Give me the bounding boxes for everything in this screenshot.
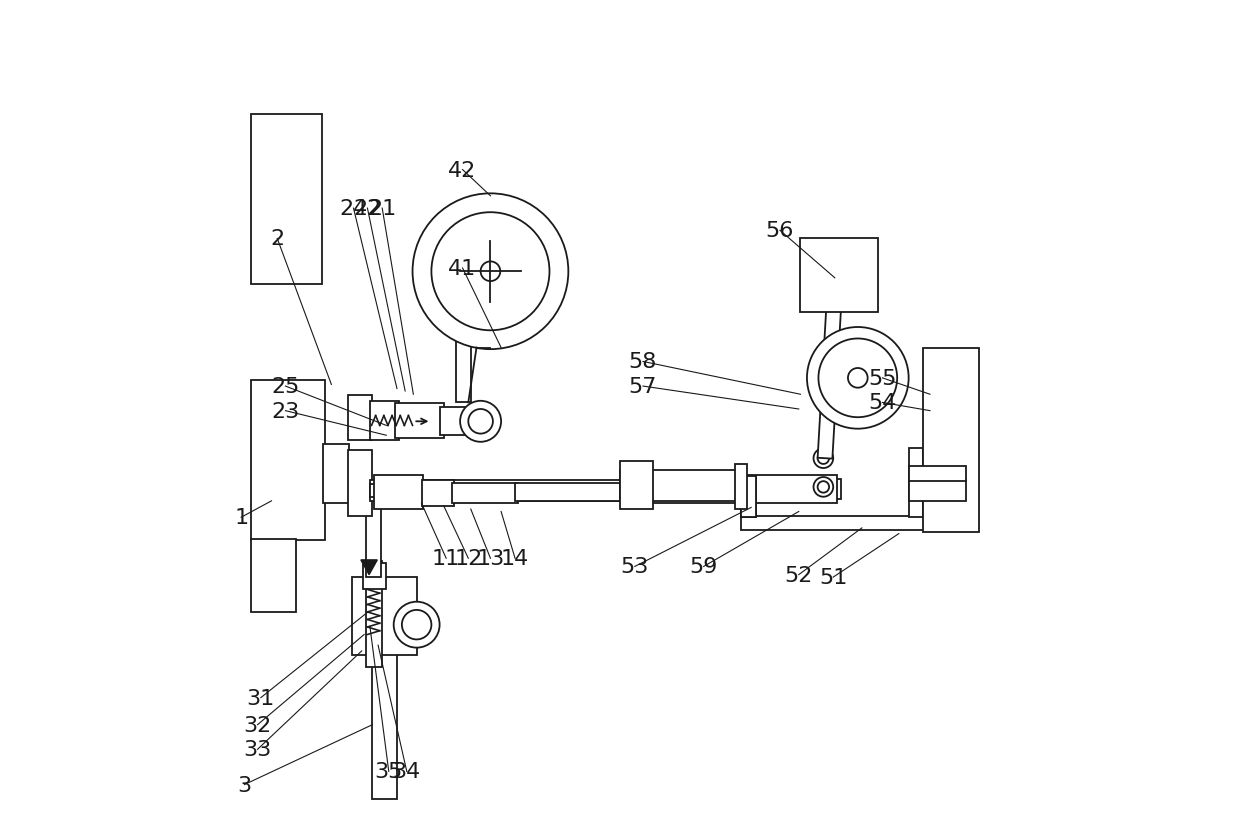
Bar [440,407,469,436]
Text: 33: 33 [243,740,272,759]
Bar [347,396,372,441]
Circle shape [830,283,841,294]
Bar [909,481,966,501]
Bar [370,481,624,501]
Text: 13: 13 [476,549,505,568]
Text: 14: 14 [501,549,529,568]
Text: 1: 1 [234,508,248,527]
Circle shape [460,401,501,442]
Text: 25: 25 [272,377,300,396]
Bar [394,404,444,438]
Text: 32: 32 [243,715,272,735]
Bar [352,577,418,655]
Bar [620,479,842,500]
Circle shape [481,262,500,282]
Bar [451,483,517,504]
Text: 41: 41 [449,259,476,278]
Bar [515,483,621,501]
Bar [370,485,624,497]
Text: 51: 51 [818,568,847,587]
Text: 42: 42 [449,161,476,180]
Circle shape [818,339,898,418]
Polygon shape [817,287,842,459]
Bar [800,239,878,313]
Text: 12: 12 [454,549,482,568]
Text: 22: 22 [353,199,382,219]
Bar [250,115,322,285]
Text: 54: 54 [868,393,897,413]
Bar [363,563,387,590]
Bar [366,500,381,577]
Circle shape [817,482,830,493]
Bar [374,475,423,509]
Text: 24: 24 [340,199,367,219]
Circle shape [402,610,432,640]
Text: 21: 21 [368,199,397,219]
Bar [742,477,756,518]
Circle shape [817,453,830,464]
Bar [324,445,350,504]
Text: 52: 52 [785,565,813,585]
Bar [250,381,325,541]
Bar [735,464,746,509]
Bar [909,467,966,482]
Circle shape [825,278,844,298]
Text: 35: 35 [374,762,403,781]
Bar [909,448,924,477]
Text: 3: 3 [237,775,252,794]
Circle shape [413,194,568,350]
Circle shape [469,410,494,434]
Text: 2: 2 [270,229,284,249]
Text: 53: 53 [620,557,649,577]
Circle shape [813,477,833,497]
Text: 31: 31 [247,688,275,708]
Bar [422,480,454,506]
Bar [620,462,652,509]
Bar [370,401,398,441]
Bar [742,477,756,518]
Bar [456,325,471,403]
Text: 55: 55 [868,369,897,388]
Bar [620,470,745,501]
Text: 34: 34 [393,762,420,781]
Bar [347,450,372,516]
Text: 59: 59 [689,557,718,577]
Bar [742,516,946,531]
Text: 56: 56 [766,221,794,241]
Bar [909,477,924,518]
Circle shape [807,328,909,429]
Bar [366,561,382,667]
Circle shape [848,369,868,388]
Circle shape [393,602,440,648]
Circle shape [813,449,833,468]
Text: 23: 23 [272,401,300,421]
Bar [250,539,296,613]
Text: 58: 58 [629,352,657,372]
Bar [372,643,397,799]
Bar [624,475,837,504]
Bar [924,348,980,532]
Polygon shape [361,560,377,575]
Circle shape [432,213,549,331]
Text: 11: 11 [432,549,460,568]
Text: 57: 57 [629,377,657,396]
